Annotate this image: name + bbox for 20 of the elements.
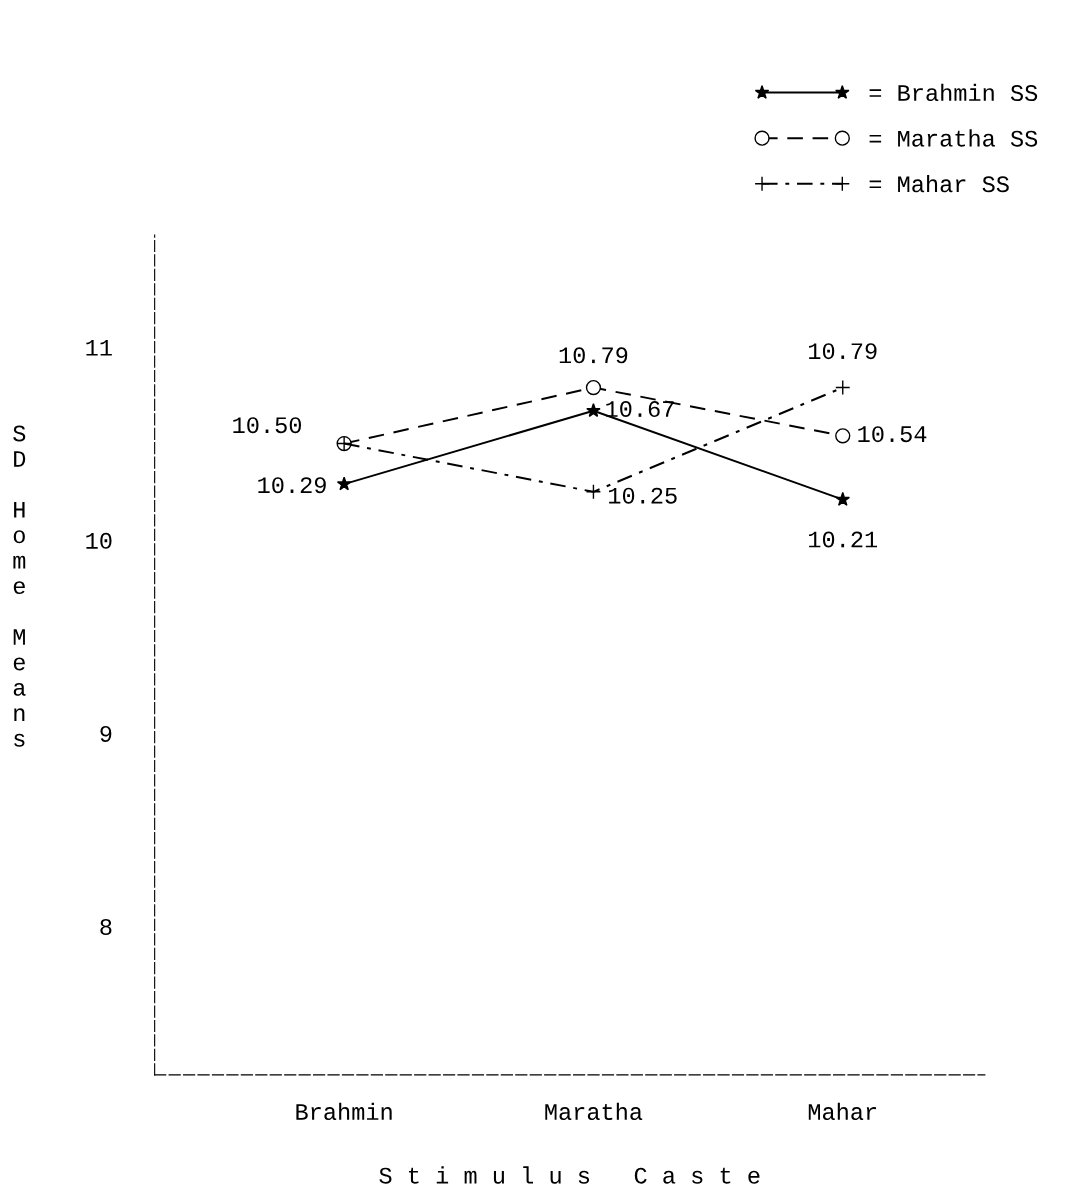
data-label: 10.29 — [258, 477, 326, 494]
x-axis-title: S t i m u l u s C a s t e — [379, 1166, 760, 1184]
data-label: 10.54 — [858, 426, 927, 443]
x-tick-label: Mahar — [808, 1102, 877, 1121]
x-tick-label: Maratha — [545, 1102, 643, 1121]
legend-label: = Brahmin SS — [869, 83, 1038, 102]
x-tick-label: Brahmin — [296, 1102, 392, 1121]
data-label: 10.21 — [809, 531, 878, 548]
y-tick-label: 11 — [86, 340, 112, 356]
legend-label: = Mahar SS — [869, 174, 1009, 193]
legend-label: = Maratha SS — [869, 129, 1038, 147]
y-tick-label: 8 — [100, 918, 112, 936]
data-label: 10.67 — [606, 401, 674, 418]
data-label: 10.50 — [233, 417, 302, 434]
text: SD Home Means — [13, 425, 26, 747]
data-label: 10.25 — [609, 487, 677, 504]
y-tick-label: 10 — [86, 532, 112, 549]
y-tick-label: 9 — [100, 725, 112, 742]
data-label: 10.79 — [559, 347, 628, 364]
data-label: 10.79 — [809, 343, 877, 360]
